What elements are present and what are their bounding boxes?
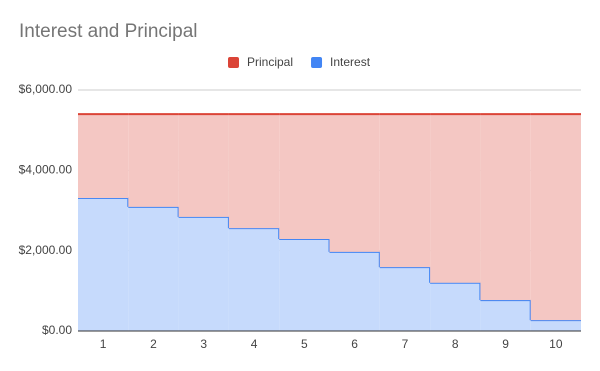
area-step: [279, 114, 330, 240]
legend-label: Principal: [247, 55, 293, 69]
chart-title: Interest and Principal: [19, 21, 198, 42]
x-tick-label: 4: [251, 337, 258, 351]
legend-swatch: [228, 57, 239, 68]
legend-label: Interest: [330, 55, 371, 69]
x-tick-label: 9: [502, 337, 509, 351]
area-step: [178, 216, 229, 331]
area-step: [178, 114, 229, 217]
x-tick-label: 6: [351, 337, 358, 351]
area-step: [279, 239, 330, 331]
legend-swatch: [311, 57, 323, 68]
area-step: [78, 114, 129, 199]
x-tick-label: 2: [150, 337, 157, 351]
area-step: [329, 251, 380, 331]
y-tick-label: $4,000.00: [19, 163, 73, 177]
area-step: [379, 114, 431, 268]
area-step: [228, 228, 280, 331]
area-step: [379, 267, 431, 331]
area-step: [530, 320, 581, 331]
y-tick-label: $0.00: [42, 323, 72, 337]
y-tick-label: $2,000.00: [19, 243, 73, 257]
x-tick-label: 10: [549, 337, 563, 351]
area-step: [430, 114, 481, 283]
area-step: [329, 114, 380, 252]
x-tick-label: 3: [200, 337, 207, 351]
area-step: [128, 206, 179, 331]
y-tick-label: $6,000.00: [19, 82, 73, 96]
x-tick-label: 5: [301, 337, 308, 351]
x-tick-label: 8: [452, 337, 459, 351]
x-tick-label: 7: [402, 337, 409, 351]
area-step: [480, 300, 531, 331]
area-step: [480, 114, 531, 301]
area-step: [228, 114, 280, 229]
area-step: [430, 282, 481, 331]
area-step: [128, 114, 179, 207]
area-step: [78, 198, 129, 331]
area-step: [530, 114, 581, 321]
x-tick-label: 1: [100, 337, 107, 351]
